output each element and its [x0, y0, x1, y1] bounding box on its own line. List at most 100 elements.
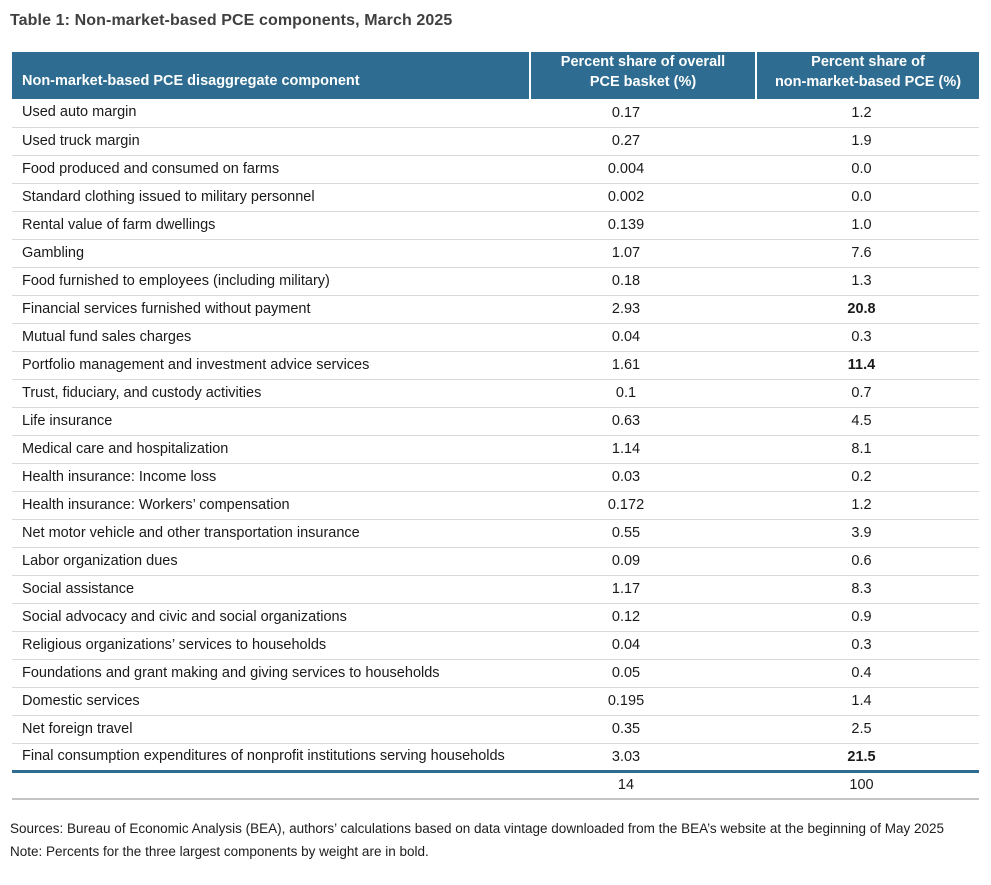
column-header-pce-basket-share: Percent share of overall PCE basket (%)	[529, 52, 756, 99]
component-cell: Portfolio management and investment advi…	[12, 351, 530, 380]
non-market-share-cell: 20.8	[756, 295, 979, 324]
pce-basket-share-cell: 0.04	[530, 631, 756, 660]
pce-basket-share-cell: 0.27	[530, 127, 756, 156]
component-cell: Health insurance: Income loss	[12, 463, 530, 492]
pce-basket-share-cell: 3.03	[530, 743, 756, 773]
table-row: Labor organization dues 0.09 0.6	[12, 547, 979, 576]
table-row: Financial services furnished without pay…	[12, 295, 979, 324]
non-market-share-cell: 8.1	[756, 435, 979, 464]
component-cell: Food produced and consumed on farms	[12, 155, 530, 184]
non-market-share-cell: 4.5	[756, 407, 979, 436]
non-market-share-cell: 0.2	[756, 463, 979, 492]
page-title: Table 1: Non-market-based PCE components…	[10, 12, 453, 29]
table-row: Net motor vehicle and other transportati…	[12, 519, 979, 548]
table-row: Final consumption expenditures of nonpro…	[12, 743, 979, 773]
table-row: Medical care and hospitalization 1.14 8.…	[12, 435, 979, 464]
non-market-share-cell: 0.9	[756, 603, 979, 632]
non-market-share-cell: 1.3	[756, 267, 979, 296]
pce-components-table: Non-market-based PCE disaggregate compon…	[12, 52, 979, 800]
table-row: Used truck margin 0.27 1.9	[12, 127, 979, 156]
component-cell: Social advocacy and civic and social org…	[12, 603, 530, 632]
component-cell: Foundations and grant making and giving …	[12, 659, 530, 688]
total-pce-basket-share-cell: 14	[530, 771, 756, 800]
component-cell: Social assistance	[12, 575, 530, 604]
pce-basket-share-cell: 0.04	[530, 323, 756, 352]
table-row: Gambling 1.07 7.6	[12, 239, 979, 268]
table-row: Foundations and grant making and giving …	[12, 659, 979, 688]
page: Table 1: Non-market-based PCE components…	[10, 12, 979, 863]
non-market-share-cell: 0.0	[756, 183, 979, 212]
note-text: Note: Percents for the three largest com…	[10, 844, 429, 859]
component-cell: Used auto margin	[12, 99, 530, 128]
non-market-share-cell: 2.5	[756, 715, 979, 744]
component-cell: Health insurance: Workers’ compensation	[12, 491, 530, 520]
table-row: Portfolio management and investment advi…	[12, 351, 979, 380]
component-cell: Final consumption expenditures of nonpro…	[12, 743, 530, 773]
pce-basket-share-cell: 0.172	[530, 491, 756, 520]
non-market-share-cell: 0.4	[756, 659, 979, 688]
pce-basket-share-cell: 0.12	[530, 603, 756, 632]
table-row: Social assistance 1.17 8.3	[12, 575, 979, 604]
non-market-share-cell: 1.2	[756, 491, 979, 520]
non-market-share-cell: 1.9	[756, 127, 979, 156]
component-cell: Life insurance	[12, 407, 530, 436]
non-market-share-cell: 7.6	[756, 239, 979, 268]
pce-basket-share-cell: 0.63	[530, 407, 756, 436]
pce-basket-share-cell: 1.14	[530, 435, 756, 464]
pce-basket-share-cell: 0.55	[530, 519, 756, 548]
component-cell: Medical care and hospitalization	[12, 435, 530, 464]
pce-basket-share-cell: 1.61	[530, 351, 756, 380]
pce-basket-share-cell: 0.195	[530, 687, 756, 716]
pce-basket-share-cell: 0.09	[530, 547, 756, 576]
pce-basket-share-cell: 2.93	[530, 295, 756, 324]
table-row: Mutual fund sales charges 0.04 0.3	[12, 323, 979, 352]
component-cell: Food furnished to employees (including m…	[12, 267, 530, 296]
pce-basket-share-cell: 0.35	[530, 715, 756, 744]
component-cell: Domestic services	[12, 687, 530, 716]
pce-basket-share-cell: 1.17	[530, 575, 756, 604]
pce-basket-share-cell: 0.1	[530, 379, 756, 408]
table-row: Food furnished to employees (including m…	[12, 267, 979, 296]
table-body: Used auto margin 0.17 1.2 Used truck mar…	[12, 99, 979, 773]
total-label-cell	[12, 771, 530, 800]
non-market-share-cell: 3.9	[756, 519, 979, 548]
footer: Sources: Bureau of Economic Analysis (BE…	[10, 817, 979, 863]
component-cell: Financial services furnished without pay…	[12, 295, 530, 324]
table-header: Non-market-based PCE disaggregate compon…	[12, 52, 979, 99]
pce-basket-share-cell: 0.05	[530, 659, 756, 688]
component-cell: Used truck margin	[12, 127, 530, 156]
total-row: 14 100	[12, 771, 979, 800]
non-market-share-cell: 11.4	[756, 351, 979, 380]
component-cell: Gambling	[12, 239, 530, 268]
non-market-share-cell: 1.2	[756, 99, 979, 128]
column-header-non-market-share: Percent share of non-market-based PCE (%…	[755, 52, 979, 99]
component-cell: Mutual fund sales charges	[12, 323, 530, 352]
pce-basket-share-cell: 0.17	[530, 99, 756, 128]
table-row: Food produced and consumed on farms 0.00…	[12, 155, 979, 184]
non-market-share-cell: 8.3	[756, 575, 979, 604]
total-non-market-share-cell: 100	[756, 771, 979, 800]
table-row: Used auto margin 0.17 1.2	[12, 99, 979, 128]
pce-basket-share-cell: 0.004	[530, 155, 756, 184]
table-row: Standard clothing issued to military per…	[12, 183, 979, 212]
pce-basket-share-cell: 1.07	[530, 239, 756, 268]
pce-basket-share-cell: 0.139	[530, 211, 756, 240]
non-market-share-cell: 0.7	[756, 379, 979, 408]
table-footer: 14 100	[12, 771, 979, 800]
pce-basket-share-cell: 0.03	[530, 463, 756, 492]
non-market-share-cell: 21.5	[756, 743, 979, 773]
component-cell: Standard clothing issued to military per…	[12, 183, 530, 212]
table-row: Religious organizations’ services to hou…	[12, 631, 979, 660]
table-row: Health insurance: Income loss 0.03 0.2	[12, 463, 979, 492]
component-cell: Net foreign travel	[12, 715, 530, 744]
non-market-share-cell: 1.4	[756, 687, 979, 716]
table-row: Social advocacy and civic and social org…	[12, 603, 979, 632]
non-market-share-cell: 0.3	[756, 631, 979, 660]
table-row: Net foreign travel 0.35 2.5	[12, 715, 979, 744]
component-cell: Rental value of farm dwellings	[12, 211, 530, 240]
sources-text: Sources: Bureau of Economic Analysis (BE…	[10, 821, 945, 836]
non-market-share-cell: 1.0	[756, 211, 979, 240]
non-market-share-cell: 0.0	[756, 155, 979, 184]
pce-basket-share-cell: 0.18	[530, 267, 756, 296]
column-header-component: Non-market-based PCE disaggregate compon…	[12, 52, 530, 99]
